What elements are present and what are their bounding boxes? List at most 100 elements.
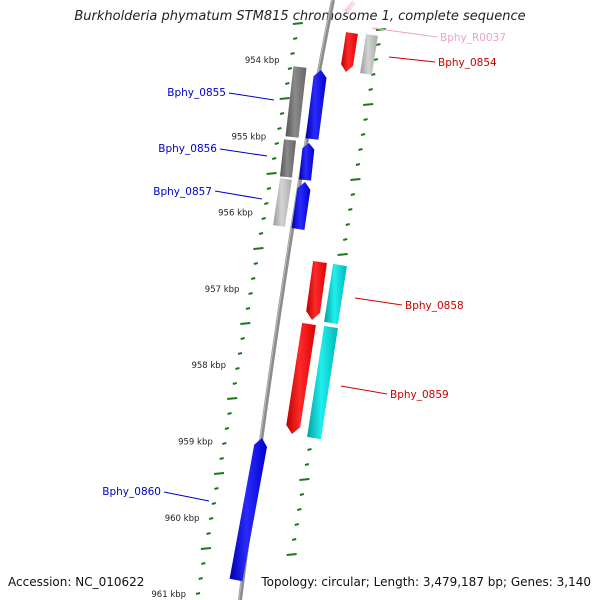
topology-text: Topology: circular; Length: 3,479,187 bp… [261,575,591,589]
tick-outer [350,178,361,181]
tick-inner [213,472,225,475]
gene-arrow-bphy-0856-pseudo[interactable] [280,139,296,178]
gene-arrow-bphy-0859-partner[interactable] [307,325,338,440]
gene-label[interactable]: Bphy_0854 [438,57,497,69]
tick-inner [232,382,238,385]
scale-label: 961 kbp [151,590,186,600]
tick-inner [214,487,219,490]
gene-leader-line [219,148,268,157]
gene-features [229,0,378,582]
gene-leader-line [354,297,403,306]
gene-arrow-bphy-0857-pseudo[interactable] [273,178,292,227]
map-title: Burkholderia phymatum STM815 chromosome … [74,9,526,24]
tick-inner [206,532,211,535]
tick-outer [350,193,356,196]
gene-leader-line [340,385,388,395]
tick-inner [279,112,285,115]
gene-leader-line [214,190,263,200]
tick-inner [292,37,298,40]
tick-outer [363,103,374,106]
gene-arrow-bphy-0854-partner[interactable] [360,34,378,75]
gene-labels: Bphy_R0037 Bphy_0854 Bphy_0855 Bphy_0856 Bph… [102,27,506,502]
gene-arrow-bphy-0858-partner[interactable] [324,263,347,325]
tick-inner [274,142,280,145]
tick-inner [290,52,295,55]
scale-label: 958 kbp [191,361,226,371]
tick-outer [291,538,297,541]
gene-arrow-bphy-0856[interactable] [299,143,315,181]
tick-outer [348,208,353,211]
gene-leader-line [371,27,438,38]
tick-inner [292,22,303,25]
tick-inner [266,172,277,175]
tick-inner [279,97,290,100]
tick-outer [337,253,348,256]
gene-label[interactable]: Bphy_0857 [153,186,212,198]
scale-label: 960 kbp [165,514,200,524]
tick-outer [304,463,310,466]
gene-arrow-bphy-0860[interactable] [229,438,267,582]
scale-label: 959 kbp [178,438,213,448]
tick-inner [198,577,203,580]
scale-labels: 954 kbp 955 kbp 956 kbp 957 kbp 958 kbp 959 k… [151,56,279,600]
gene-label[interactable]: Bphy_0859 [390,389,449,401]
tick-inner [240,337,245,340]
gene-arrow-bphy-0855[interactable] [305,70,327,140]
tick-outer [371,73,376,76]
tick-inner [285,82,290,85]
tick-inner [211,502,217,505]
scale-label: 955 kbp [232,132,267,142]
gene-leader-line [228,92,275,101]
tick-outer [345,223,350,226]
tick-inner [200,547,212,550]
tick-inner [201,562,206,565]
tick-inner [271,157,277,160]
tick-inner [277,127,282,130]
tick-inner [222,442,227,445]
gene-arrow-bphy-0859[interactable] [286,322,316,434]
tick-outer [355,163,361,166]
tick-inner [227,412,232,415]
gene-label[interactable]: Bphy_0860 [102,486,161,498]
tick-inner [287,67,293,70]
tick-outer [307,448,312,451]
gene-arrow-bphy-0858[interactable] [306,261,327,320]
gene-arrow-bphy-0857[interactable] [291,182,311,230]
tick-outer [299,478,310,481]
tick-outer [368,88,373,91]
tick-inner [240,322,251,325]
tick-outer [363,118,368,121]
accession-text: Accession: NC_010622 [8,575,145,589]
gene-arrow-bphy-r0037[interactable] [344,0,356,14]
tick-outer [373,58,379,61]
scale-label: 956 kbp [218,209,253,219]
scale-label: 954 kbp [245,56,280,66]
tick-inner [250,277,256,280]
tick-inner [237,352,243,355]
tick-inner [261,217,266,220]
tick-inner [264,202,269,205]
tick-outer [360,133,366,136]
tick-outer [376,43,381,46]
tick-inner [224,427,230,430]
tick-outer [358,148,363,151]
gene-label[interactable]: Bphy_0855 [167,87,226,99]
tick-inner [266,187,272,190]
gene-leader-line [388,56,436,63]
tick-inner [227,397,238,400]
tick-inner [235,367,240,370]
tick-inner [219,457,224,460]
gene-label[interactable]: Bphy_R0037 [440,32,506,44]
gene-arrow-bphy-0854[interactable] [341,32,358,72]
tick-outer [294,523,299,526]
tick-inner [253,262,259,265]
tick-inner [208,517,214,520]
gene-leader-line [163,491,210,502]
tick-outer [299,493,305,496]
tick-inner [248,292,253,295]
gene-label[interactable]: Bphy_0856 [158,143,217,155]
gene-label[interactable]: Bphy_0858 [405,300,464,312]
gene-arrow-bphy-0855-pseudo[interactable] [285,66,307,138]
